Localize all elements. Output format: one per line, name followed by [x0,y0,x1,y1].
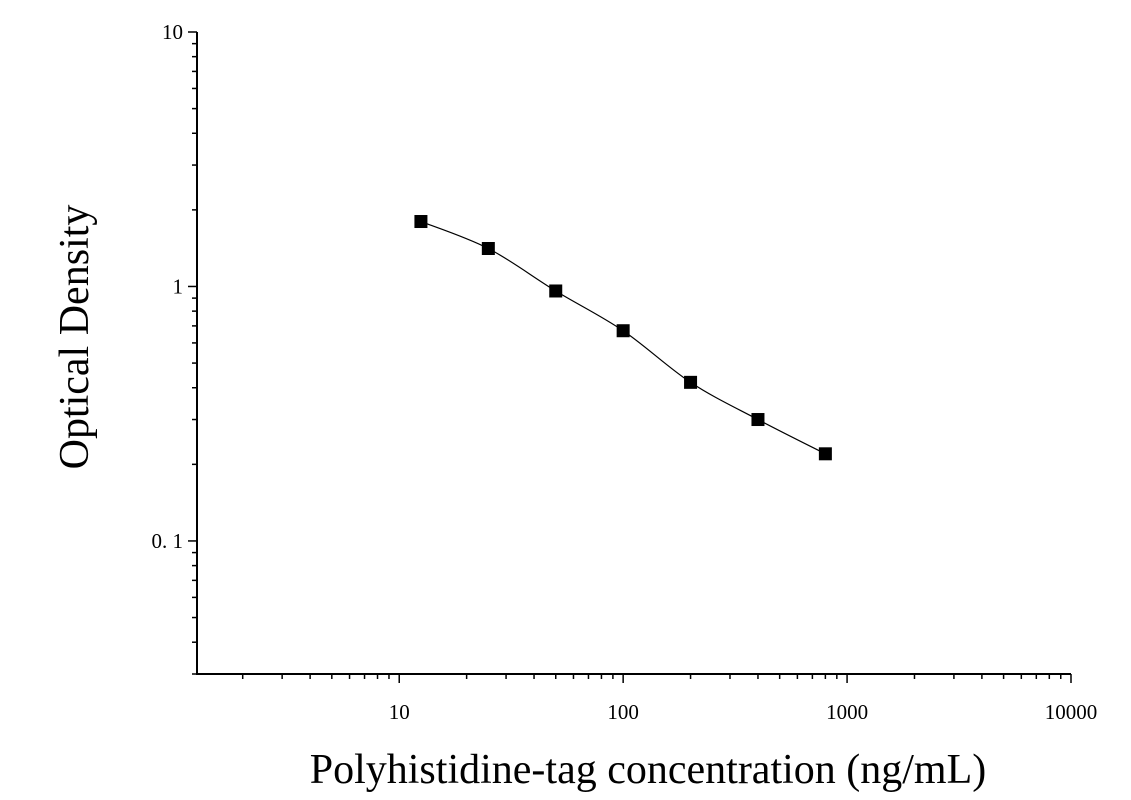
x-tick-label: 1000 [826,700,868,724]
fit-curve [420,220,826,455]
axes: 10 100 1000 10000 0. 1 1 10 [152,20,1098,724]
data-point [414,215,428,229]
y-tick-label: 1 [173,274,184,298]
x-axis-title: Polyhistidine-tag concentration (ng/mL) [310,747,987,793]
data-point [549,284,563,298]
data-points [414,215,832,461]
x-tick-label: 10000 [1045,700,1098,724]
x-tick-label: 10 [389,700,410,724]
data-point [751,413,765,427]
x-tick-label: 100 [607,700,639,724]
y-tick-label: 0. 1 [152,529,184,553]
fit-curve-group [420,220,826,455]
data-point [481,241,495,255]
data-point [684,375,698,389]
y-axis-title: Optical Density [52,205,98,470]
data-point [616,324,630,338]
y-tick-label: 10 [162,20,183,44]
data-point [818,447,832,461]
